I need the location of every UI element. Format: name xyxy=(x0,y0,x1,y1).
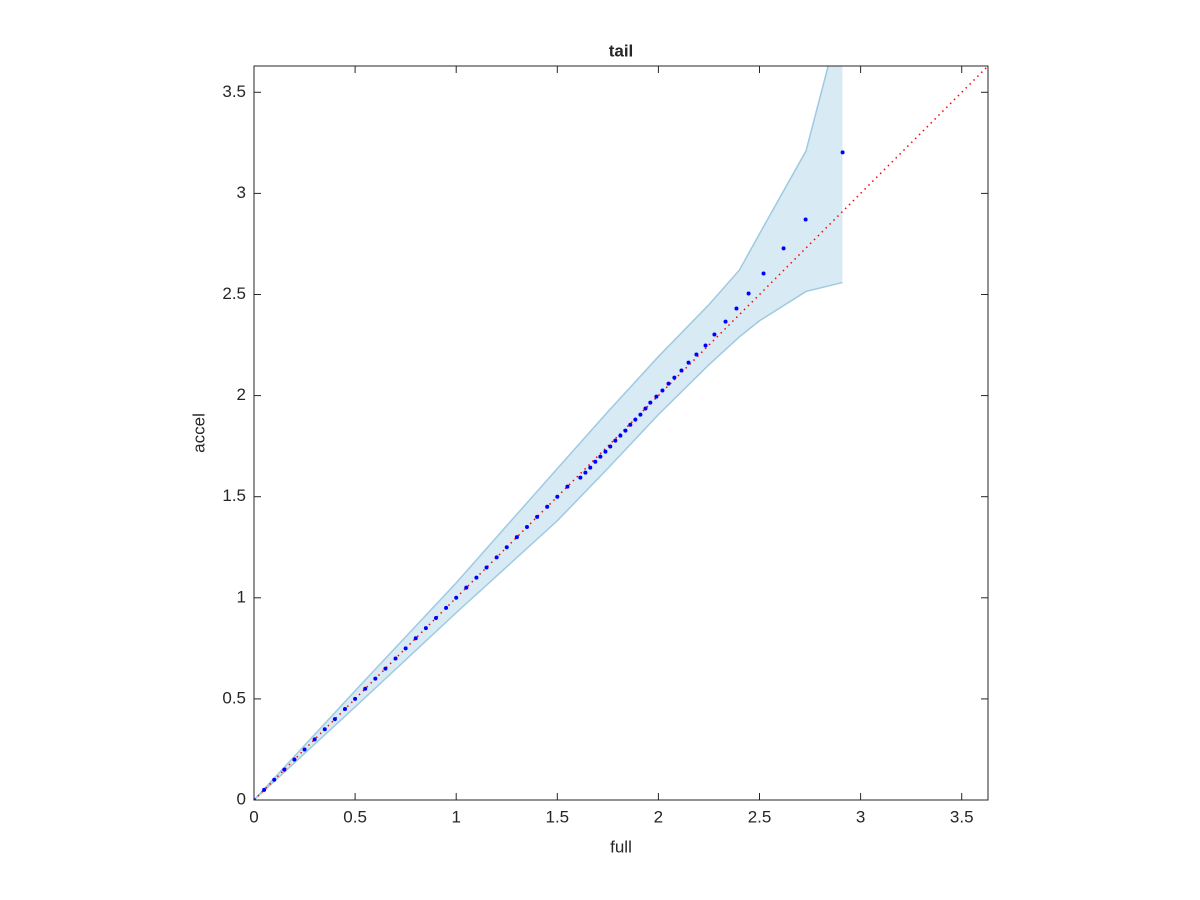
plot-layer xyxy=(254,66,988,800)
point xyxy=(803,217,808,222)
point xyxy=(312,737,317,742)
point xyxy=(342,707,347,712)
point xyxy=(628,422,633,427)
point xyxy=(598,454,603,459)
x-tick-label: 1 xyxy=(451,807,460,826)
point xyxy=(781,246,786,251)
point xyxy=(593,459,598,464)
point xyxy=(633,417,638,422)
point xyxy=(484,565,489,570)
y-tick-label: 3 xyxy=(237,183,246,202)
y-tick-label: 0.5 xyxy=(222,688,246,707)
point xyxy=(734,306,739,311)
point xyxy=(353,696,358,701)
point xyxy=(746,291,751,296)
point xyxy=(423,626,428,631)
point xyxy=(723,319,728,324)
point xyxy=(302,747,307,752)
band-upper xyxy=(254,66,829,800)
point xyxy=(454,595,459,600)
point xyxy=(666,381,671,386)
point xyxy=(403,646,408,651)
point xyxy=(282,767,287,772)
point xyxy=(373,676,378,681)
point xyxy=(703,343,708,348)
point xyxy=(618,433,623,438)
point xyxy=(603,449,608,454)
point xyxy=(686,360,691,365)
point xyxy=(514,535,519,540)
point xyxy=(262,787,267,792)
y-tick-label: 1 xyxy=(237,587,246,606)
point xyxy=(654,394,659,399)
point xyxy=(608,444,613,449)
y-axis-label: accel xyxy=(189,413,208,453)
point xyxy=(555,494,560,499)
point xyxy=(712,332,717,337)
point xyxy=(588,465,593,470)
point xyxy=(672,375,677,380)
point xyxy=(613,438,618,443)
x-tick-label: 3 xyxy=(856,807,865,826)
y-tick-label: 1.5 xyxy=(222,486,246,505)
point xyxy=(648,400,653,405)
x-tick-label: 2.5 xyxy=(748,807,772,826)
y-tick-label: 3.5 xyxy=(222,82,246,101)
point xyxy=(393,656,398,661)
point xyxy=(679,368,684,373)
point xyxy=(623,428,628,433)
point xyxy=(413,636,418,641)
point xyxy=(694,352,699,357)
y-tick-label: 0 xyxy=(237,789,246,808)
point xyxy=(292,757,297,762)
point xyxy=(433,616,438,621)
point xyxy=(578,475,583,480)
point xyxy=(535,514,540,519)
x-tick-label: 3.5 xyxy=(950,807,974,826)
chart-title: tail xyxy=(609,41,634,60)
axes-box xyxy=(253,65,989,801)
point xyxy=(660,388,665,393)
point xyxy=(332,717,337,722)
point xyxy=(643,406,648,411)
point xyxy=(583,470,588,475)
x-tick-label: 0 xyxy=(249,807,258,826)
point xyxy=(524,525,529,530)
point xyxy=(464,585,469,590)
y-tick-label: 2.5 xyxy=(222,284,246,303)
band-lower xyxy=(254,281,843,800)
point xyxy=(474,575,479,580)
point xyxy=(761,271,766,276)
point xyxy=(565,484,570,489)
point xyxy=(383,666,388,671)
point xyxy=(638,412,643,417)
point xyxy=(322,727,327,732)
x-tick-label: 1.5 xyxy=(545,807,569,826)
x-axis-label: full xyxy=(610,837,632,856)
point xyxy=(272,777,277,782)
x-tick-label: 2 xyxy=(654,807,663,826)
point xyxy=(545,504,550,509)
point xyxy=(494,555,499,560)
y-tick-label: 2 xyxy=(237,385,246,404)
point xyxy=(504,545,509,550)
point xyxy=(840,150,845,155)
point xyxy=(444,605,449,610)
x-tick-label: 0.5 xyxy=(343,807,367,826)
point xyxy=(363,686,368,691)
